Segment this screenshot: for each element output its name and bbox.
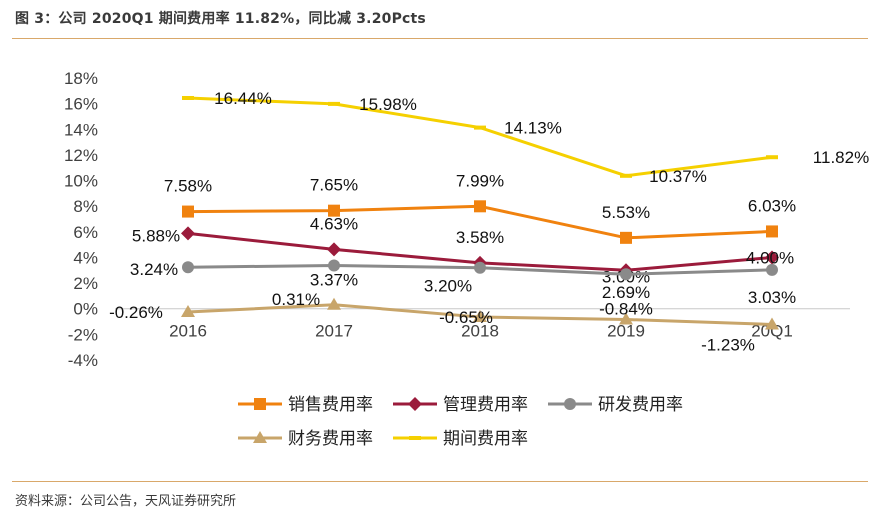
legend-label: 管理费用率 bbox=[443, 395, 528, 415]
y-tick-label: 8% bbox=[73, 197, 98, 216]
data-point bbox=[620, 173, 632, 178]
data-point bbox=[619, 312, 633, 325]
y-tick-label: 16% bbox=[64, 95, 98, 114]
y-tick-label: 2% bbox=[73, 274, 98, 293]
legend-label: 研发费用率 bbox=[598, 395, 683, 415]
y-tick-label: 12% bbox=[64, 146, 98, 165]
data-label: 7.65% bbox=[310, 176, 358, 195]
data-label: 11.82% bbox=[813, 148, 869, 167]
data-label: 4.63% bbox=[310, 214, 358, 233]
data-label: 3.03% bbox=[748, 288, 796, 307]
y-tick-label: 4% bbox=[73, 248, 98, 267]
data-point bbox=[328, 259, 340, 272]
data-label: 3.20% bbox=[424, 277, 472, 296]
data-label: 3.24% bbox=[130, 260, 178, 279]
data-point bbox=[620, 231, 632, 244]
data-label: 15.98% bbox=[359, 95, 417, 114]
legend-marker bbox=[408, 397, 422, 411]
data-point bbox=[182, 261, 194, 274]
y-tick-label: 14% bbox=[64, 120, 98, 139]
y-tick-label: 0% bbox=[73, 300, 98, 319]
y-tick-label: 6% bbox=[73, 223, 98, 242]
bottom-divider bbox=[12, 481, 868, 482]
data-label: -0.65% bbox=[439, 308, 493, 327]
x-tick-label: 20Q1 bbox=[751, 322, 793, 341]
data-point bbox=[766, 225, 778, 238]
data-point bbox=[181, 226, 195, 241]
top-divider bbox=[12, 38, 868, 39]
data-label: 5.53% bbox=[602, 203, 650, 222]
source-note: 资料来源：公司公告，天风证券研究所 bbox=[15, 494, 237, 509]
data-point bbox=[327, 297, 341, 310]
data-label: -1.23% bbox=[701, 335, 755, 354]
data-label: 3.58% bbox=[456, 228, 504, 247]
y-tick-label: -4% bbox=[68, 351, 98, 370]
data-point bbox=[765, 250, 779, 265]
data-point bbox=[765, 317, 779, 330]
data-label: 16.44% bbox=[214, 89, 272, 108]
data-point bbox=[328, 204, 340, 217]
data-point bbox=[474, 125, 486, 130]
data-label: -0.26% bbox=[109, 303, 163, 322]
data-label: 7.99% bbox=[456, 171, 504, 190]
data-point bbox=[620, 268, 632, 281]
data-label: 6.03% bbox=[748, 196, 796, 215]
data-point bbox=[181, 305, 195, 318]
legend-label: 财务费用率 bbox=[288, 429, 373, 449]
data-label: -0.84% bbox=[599, 299, 653, 318]
data-point bbox=[182, 205, 194, 218]
legend-marker bbox=[409, 436, 421, 440]
legend-marker bbox=[253, 431, 267, 443]
data-point bbox=[473, 310, 487, 323]
data-label: 7.58% bbox=[164, 177, 212, 196]
series-line bbox=[187, 96, 773, 178]
x-tick-label: 2018 bbox=[461, 322, 499, 341]
x-tick-label: 2019 bbox=[607, 322, 645, 341]
data-label: 14.13% bbox=[504, 119, 562, 138]
data-label: 4.00% bbox=[746, 248, 794, 267]
data-point bbox=[474, 261, 486, 274]
data-point bbox=[328, 101, 340, 106]
legend-marker bbox=[254, 398, 266, 410]
data-point bbox=[766, 263, 778, 276]
data-point bbox=[327, 242, 341, 257]
data-point bbox=[766, 155, 778, 160]
y-tick-label: 10% bbox=[64, 172, 98, 191]
x-tick-label: 2016 bbox=[169, 322, 207, 341]
data-label: 3.37% bbox=[310, 271, 358, 290]
y-tick-label: -2% bbox=[68, 325, 98, 344]
figure-title: 图 3：公司 2020Q1 期间费用率 11.82%，同比减 3.20Pcts bbox=[15, 11, 426, 27]
data-label: 0.31% bbox=[272, 290, 320, 309]
data-label: 10.37% bbox=[649, 167, 707, 186]
y-tick-label: 18% bbox=[64, 69, 98, 88]
legend-marker bbox=[564, 398, 576, 410]
legend-label: 销售费用率 bbox=[288, 395, 373, 415]
line-chart: 18% 16% 14% 12% 10% 8% 6% 4% 2% 0% -2% -4% 2016 2017 2… bbox=[64, 69, 869, 449]
x-tick-label: 2017 bbox=[315, 322, 353, 341]
data-label: 2.69% bbox=[602, 283, 650, 302]
data-label: 5.88% bbox=[132, 226, 180, 245]
data-point bbox=[182, 95, 194, 100]
legend-label: 期间费用率 bbox=[443, 429, 528, 449]
data-point bbox=[474, 200, 486, 213]
